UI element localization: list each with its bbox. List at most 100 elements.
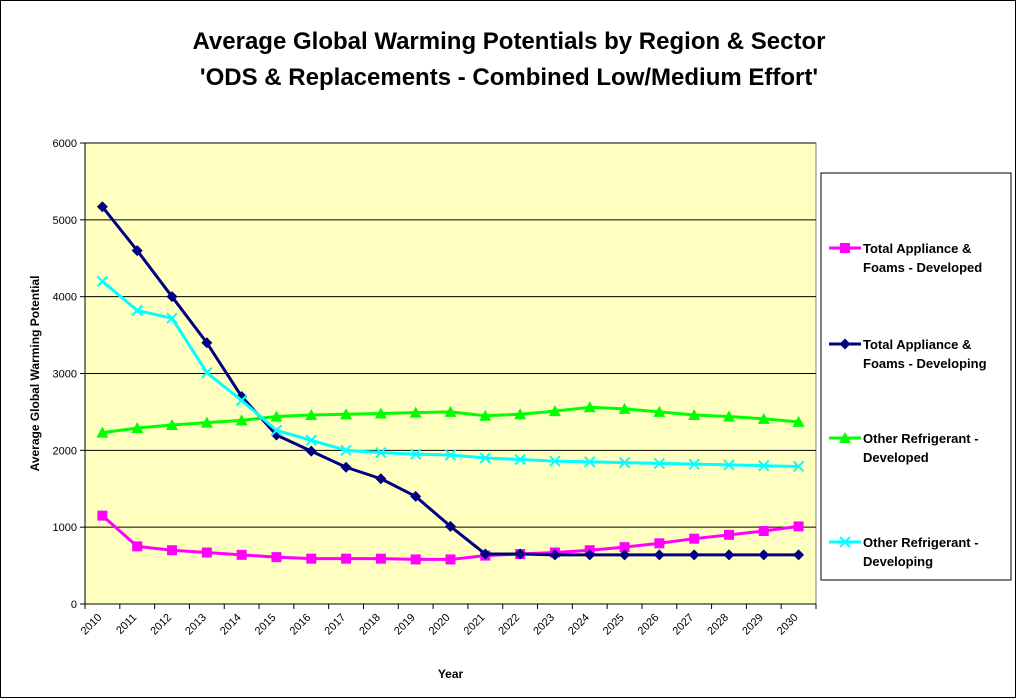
legend-entry-2: Total Appliance & Foams - Developing	[829, 337, 987, 371]
y-axis-ticks: 0 1000 2000 3000 4000 5000 6000	[53, 138, 85, 611]
data-point-s2-2011	[131, 245, 143, 257]
legend-label-4-2: Developing	[863, 554, 933, 569]
x-tick-label-2025: 2025	[601, 612, 627, 638]
data-point-s1-2030	[793, 521, 804, 532]
data-point-s2-2021	[479, 548, 491, 560]
data-point-s3-2026	[653, 405, 666, 417]
data-point-s3-2029	[757, 412, 770, 424]
data-point-s3-2024	[583, 401, 596, 413]
legend-swatch-marker-2	[839, 338, 851, 350]
data-point-s2-2029	[758, 549, 770, 561]
x-tick-label-2020: 2020	[427, 612, 453, 638]
x-axis-ticks: 2010 2011 2012 2013 2014 2015 2016 2017 2018 2019…	[79, 604, 817, 638]
data-point-s3-2011	[131, 422, 144, 434]
data-point-s3-2030	[792, 415, 805, 427]
x-tick-label-2023: 2023	[531, 612, 557, 638]
x-tick-label-2018: 2018	[357, 612, 383, 638]
series-2	[96, 201, 805, 561]
y-tick-label-5000: 5000	[53, 215, 77, 227]
x-tick-label-2022: 2022	[496, 612, 522, 638]
legend-entry-1: Total Appliance & Foams - Developed	[829, 241, 982, 275]
data-point-s4-2029	[758, 459, 770, 472]
data-point-s1-2017	[341, 553, 352, 564]
data-point-s2-2027	[688, 549, 700, 561]
x-tick-label-2019: 2019	[392, 612, 418, 638]
x-tick-label-2011: 2011	[114, 612, 139, 637]
data-point-s1-2010	[97, 510, 108, 521]
data-point-s1-2027	[689, 533, 700, 544]
data-point-s4-2022	[514, 453, 526, 466]
data-point-s4-2028	[723, 459, 735, 471]
data-point-s1-2026	[654, 538, 665, 549]
data-point-s4-2025	[618, 456, 631, 469]
legend-label-3-2: Developed	[863, 450, 929, 465]
x-tick-label-2013: 2013	[183, 612, 209, 638]
data-point-s3-2020	[444, 405, 457, 417]
chart-title: Average Global Warming Potentials by Reg…	[192, 28, 825, 55]
legend-swatch-marker-1	[840, 243, 850, 253]
x-tick-label-2016: 2016	[288, 612, 314, 638]
data-point-s3-2014	[235, 414, 248, 426]
y-tick-label-6000: 6000	[53, 138, 77, 150]
data-point-s4-2015	[270, 424, 283, 437]
data-point-s3-2016	[305, 408, 318, 420]
data-point-s2-2020	[445, 520, 456, 532]
legend-swatch-marker-3	[839, 432, 851, 443]
data-point-s4-2019	[409, 448, 422, 460]
legend-entry-3: Other Refrigerant - Developed	[829, 431, 979, 465]
x-tick-label-2014: 2014	[218, 612, 244, 638]
data-point-s4-2012	[166, 312, 178, 324]
legend	[820, 172, 1012, 581]
data-point-s1-2011	[132, 541, 143, 552]
data-point-s1-2016	[306, 553, 317, 564]
y-tick-label-4000: 4000	[53, 292, 77, 304]
data-point-s4-2018	[375, 446, 387, 459]
data-point-s1-2014	[236, 549, 247, 560]
data-point-s3-2015	[270, 410, 283, 422]
data-point-s3-2022	[514, 408, 527, 420]
x-tick-label-2012: 2012	[148, 612, 174, 638]
data-point-s4-2030	[792, 460, 805, 473]
legend-entries: Total Appliance &Foams - DevelopedTotal …	[829, 241, 987, 569]
legend-label-1-1: Total Appliance &	[863, 241, 971, 256]
data-point-s3-2013	[200, 416, 213, 428]
x-tick-label-2010: 2010	[79, 612, 105, 638]
y-tick-label-2000: 2000	[53, 445, 77, 457]
data-point-s1-2013	[201, 547, 212, 558]
x-tick-label-2017: 2017	[322, 612, 348, 638]
data-point-s3-2010	[96, 426, 109, 438]
data-point-s4-2011	[131, 304, 143, 317]
legend-entry-4: Other Refrigerant - Developing	[829, 535, 979, 569]
x-tick-label-2029: 2029	[740, 612, 766, 638]
data-point-s4-2021	[479, 452, 492, 464]
x-tick-label-2028: 2028	[705, 612, 731, 638]
data-point-s4-2024	[584, 456, 596, 468]
data-point-s1-2018	[375, 553, 386, 564]
data-point-s4-2010	[96, 275, 109, 288]
data-point-s1-2019	[410, 554, 421, 565]
data-point-s3-2012	[166, 418, 179, 430]
legend-label-3-1: Other Refrigerant -	[863, 431, 979, 446]
x-tick-label-2024: 2024	[566, 612, 592, 638]
data-point-s4-2013	[201, 367, 213, 379]
data-point-s2-2026	[653, 549, 665, 561]
chart-subtitle: 'ODS & Replacements - Combined Low/Mediu…	[200, 64, 818, 91]
x-axis-title: Year	[438, 667, 464, 681]
data-point-s3-2017	[340, 408, 353, 420]
data-point-s3-2019	[409, 406, 422, 418]
data-point-s2-2019	[410, 490, 422, 502]
legend-label-2-2: Foams - Developing	[863, 356, 987, 371]
series-3	[96, 401, 805, 438]
data-point-s4-2014	[235, 394, 248, 407]
y-axis-title: Average Global Warming Potential	[28, 276, 42, 472]
data-point-s3-2028	[722, 410, 735, 422]
x-tick-label-2027: 2027	[670, 612, 696, 638]
data-point-s2-2013	[201, 337, 213, 349]
data-point-s2-2017	[340, 461, 352, 473]
data-point-s2-2010	[96, 201, 108, 213]
data-point-s4-2016	[305, 434, 317, 447]
data-point-s2-2012	[166, 291, 178, 303]
data-point-s2-2023	[549, 549, 561, 561]
